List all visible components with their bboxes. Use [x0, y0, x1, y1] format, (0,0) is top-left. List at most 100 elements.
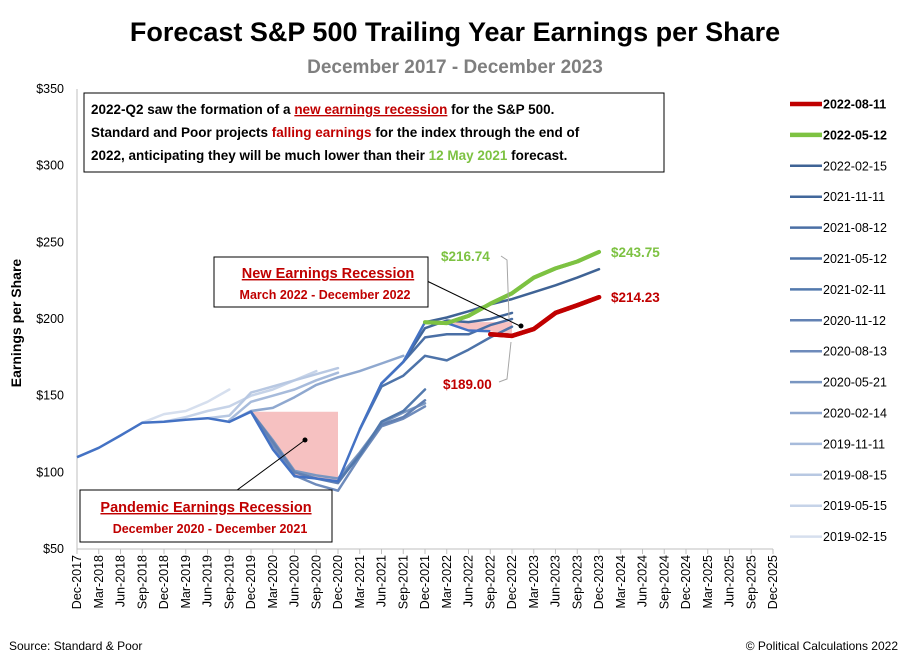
note-1a: 2022-Q2 saw the formation of a	[91, 102, 294, 117]
historical-line	[76, 249, 602, 483]
x-tick-label: Mar-2019	[179, 555, 193, 609]
x-tick-label: Sep-2024	[657, 555, 671, 609]
x-tick-label: Mar-2024	[614, 555, 628, 609]
chart-title: Forecast S&P 500 Trailing Year Earnings …	[130, 17, 780, 47]
series-line-2021-02-11	[336, 388, 427, 483]
x-tick-label: Dec-2023	[592, 555, 606, 609]
x-tick-label: Dec-2022	[505, 555, 519, 609]
x-tick-label: Dec-2025	[766, 555, 780, 609]
series-line-historical	[76, 320, 491, 483]
label-214-23: $214.23	[611, 290, 660, 305]
note-box: 2022-Q2 saw the formation of a new earni…	[83, 92, 665, 173]
x-tick-label: Dec-2018	[157, 555, 171, 609]
legend-label-2019-11-11: 2019-11-11	[823, 437, 885, 451]
series-line-2019-11-11	[228, 371, 340, 422]
series-line-2020-11-12	[249, 399, 427, 485]
axes: $50 $100 $150 $200 $250 $300 $350 Dec-2017 Mar-2…	[36, 82, 780, 609]
x-tick-label: Jun-2023	[549, 555, 563, 607]
x-tick-label: Jun-2018	[114, 555, 128, 607]
legend-label-2020-08-13: 2020-08-13	[823, 345, 887, 359]
x-tick-label: Dec-2024	[679, 555, 693, 609]
note-line-1: 2022-Q2 saw the formation of a new earni…	[91, 102, 554, 117]
note-2a: Standard and Poor projects	[91, 125, 272, 140]
series-line-top-2022-05-12	[423, 249, 601, 326]
new-recession-dot	[518, 323, 524, 329]
pandemic-box	[79, 489, 333, 543]
note-3b: 12 May 2021	[429, 148, 508, 163]
legend: 2022-08-11 2022-05-12 2022-02-15 2021-11-11…	[790, 98, 887, 544]
new-recession-pointer	[426, 280, 521, 327]
y-axis-label: Earnings per Share	[8, 259, 24, 388]
chart-subtitle: December 2017 - December 2023	[307, 57, 603, 78]
legend-label-2019-05-15: 2019-05-15	[823, 499, 887, 513]
y-tick-label: $300	[36, 159, 64, 173]
credit-text: © Political Calculations 2022	[746, 639, 899, 653]
x-tick-label: Dec-2019	[244, 555, 258, 609]
y-tick-label: $50	[43, 542, 64, 556]
x-tick-label: Jun-2022	[462, 555, 476, 607]
y-tick-label: $250	[36, 235, 64, 249]
x-tick-label: Mar-2025	[701, 555, 715, 609]
note-1c: for the S&P 500.	[447, 102, 554, 117]
series-line-2022-02-15	[423, 267, 601, 324]
new-recession-title: New Earnings Recession	[242, 266, 414, 282]
pandemic-recession-callout: Pandemic Earnings Recession December 202…	[79, 437, 333, 543]
legend-label-2019-08-15: 2019-08-15	[823, 468, 887, 482]
legend-label-2020-11-12: 2020-11-12	[823, 314, 886, 328]
x-tick-label: Jun-2025	[723, 555, 737, 607]
y-tick-label: $200	[36, 312, 64, 326]
pandemic-sub: December 2020 - December 2021	[113, 522, 308, 536]
note-line-3: 2022, anticipating they will be much low…	[91, 148, 567, 163]
note-line-2: Standard and Poor projects falling earni…	[91, 125, 580, 140]
x-tick-label: Mar-2023	[527, 555, 541, 609]
x-tick-label: Sep-2018	[135, 555, 149, 609]
x-tick-label: Mar-2022	[440, 555, 454, 609]
label-216-74: $216.74	[441, 249, 490, 264]
pandemic-pointer	[228, 439, 306, 497]
note-1b: new earnings recession	[294, 102, 447, 117]
note-3a: 2022, anticipating they will be much low…	[91, 148, 429, 163]
x-tick-label: Sep-2021	[396, 555, 410, 609]
legend-label-2021-11-11: 2021-11-11	[823, 190, 885, 204]
series-line-top-2022-08-11	[488, 294, 602, 339]
pandemic-dot	[302, 437, 308, 443]
x-tick-label: Sep-2022	[483, 555, 497, 609]
legend-label-2022-02-15: 2022-02-15	[823, 159, 887, 173]
x-tick-label: Sep-2020	[309, 555, 323, 609]
pandemic-title: Pandemic Earnings Recession	[100, 500, 311, 516]
label-189-00: $189.00	[443, 377, 492, 392]
x-tick-label: Dec-2021	[418, 555, 432, 609]
note-2c: for the index through the end of	[372, 125, 580, 140]
legend-label-2021-05-12: 2021-05-12	[823, 252, 887, 266]
legend-label-2022-08-11: 2022-08-11	[823, 98, 886, 112]
y-tick-label: $350	[36, 82, 64, 96]
label-216-leader	[500, 255, 510, 319]
x-tick-label: Sep-2019	[222, 555, 236, 609]
x-tick-label: Mar-2021	[353, 555, 367, 609]
x-tick-label: Sep-2025	[744, 555, 758, 609]
x-tick-label: Sep-2023	[570, 555, 584, 609]
note-border	[83, 92, 665, 173]
legend-label-2019-02-15: 2019-02-15	[823, 530, 887, 544]
x-tick-label: Jun-2020	[288, 555, 302, 607]
x-tick-label: Dec-2020	[331, 555, 345, 609]
x-tick-label: Jun-2024	[636, 555, 650, 607]
recession-area-pandemic	[251, 411, 338, 482]
y-tick-label: $100	[36, 465, 64, 479]
series-line-2020-08-13	[249, 405, 427, 492]
new-recession-box	[213, 256, 429, 308]
note-3c: forecast.	[507, 148, 567, 163]
legend-label-2021-02-11: 2021-02-11	[823, 283, 886, 297]
legend-label-2020-02-14: 2020-02-14	[823, 407, 887, 421]
legend-label-2021-08-12: 2021-08-12	[823, 221, 887, 235]
new-recession-callout: New Earnings Recession March 2022 - Dece…	[213, 256, 524, 329]
series-line-2020-02-14	[228, 354, 405, 424]
label-243-75: $243.75	[611, 245, 660, 260]
series-line-2019-02-15	[141, 388, 231, 424]
y-tick-label: $150	[36, 389, 64, 403]
series-line-2019-08-15	[206, 366, 340, 420]
label-189-leader	[498, 341, 512, 383]
x-tick-label: Mar-2020	[266, 555, 280, 609]
legend-label-2022-05-12: 2022-05-12	[823, 128, 887, 142]
